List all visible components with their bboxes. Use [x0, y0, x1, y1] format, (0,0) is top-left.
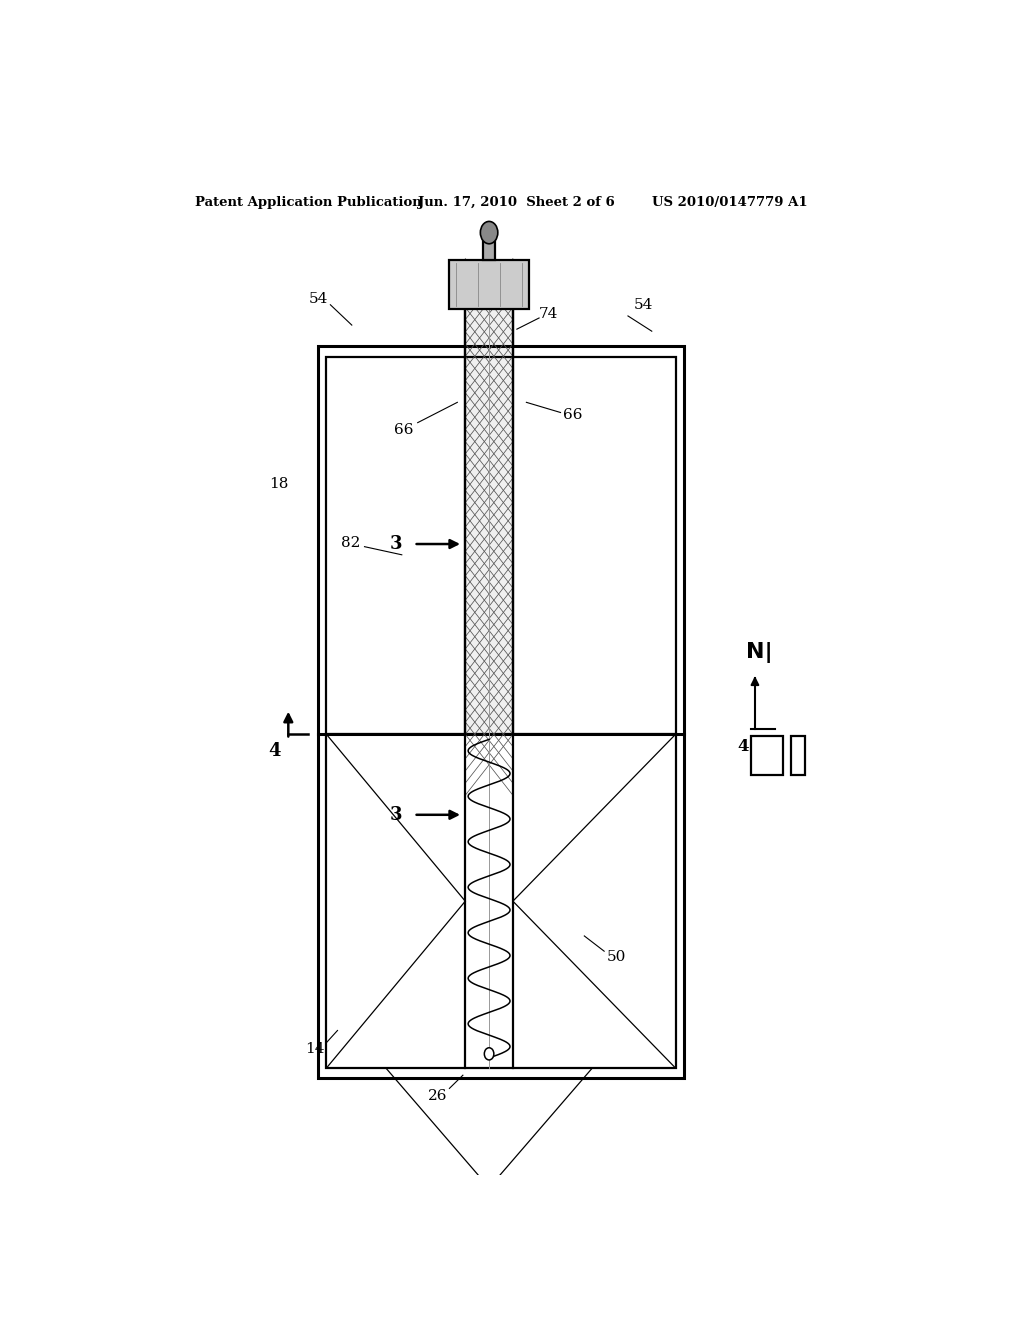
Polygon shape — [465, 309, 513, 734]
Text: 18: 18 — [269, 477, 289, 491]
Text: 66: 66 — [394, 422, 414, 437]
Text: 74: 74 — [539, 308, 558, 321]
Text: 4: 4 — [737, 738, 749, 755]
Text: N|: N| — [745, 642, 772, 663]
Bar — [450, 260, 528, 309]
Text: Jun. 17, 2010  Sheet 2 of 6: Jun. 17, 2010 Sheet 2 of 6 — [418, 195, 614, 209]
Circle shape — [480, 222, 498, 244]
Bar — [751, 737, 782, 775]
Bar — [327, 356, 676, 1068]
Text: 54: 54 — [309, 292, 328, 306]
Bar — [482, 240, 496, 260]
Text: 26: 26 — [428, 1089, 447, 1102]
Text: 3: 3 — [389, 805, 401, 824]
Text: 3: 3 — [389, 535, 401, 553]
Circle shape — [484, 1048, 494, 1060]
Text: 4: 4 — [267, 742, 281, 760]
Text: 82: 82 — [341, 536, 359, 549]
Text: US 2010/0147779 A1: US 2010/0147779 A1 — [652, 195, 807, 209]
Text: 54: 54 — [634, 298, 653, 312]
Text: 66: 66 — [562, 408, 583, 421]
Text: 50: 50 — [606, 950, 626, 965]
Bar — [791, 737, 805, 775]
Text: 14: 14 — [305, 1041, 325, 1056]
Text: Patent Application Publication: Patent Application Publication — [196, 195, 422, 209]
Bar — [318, 346, 684, 1078]
